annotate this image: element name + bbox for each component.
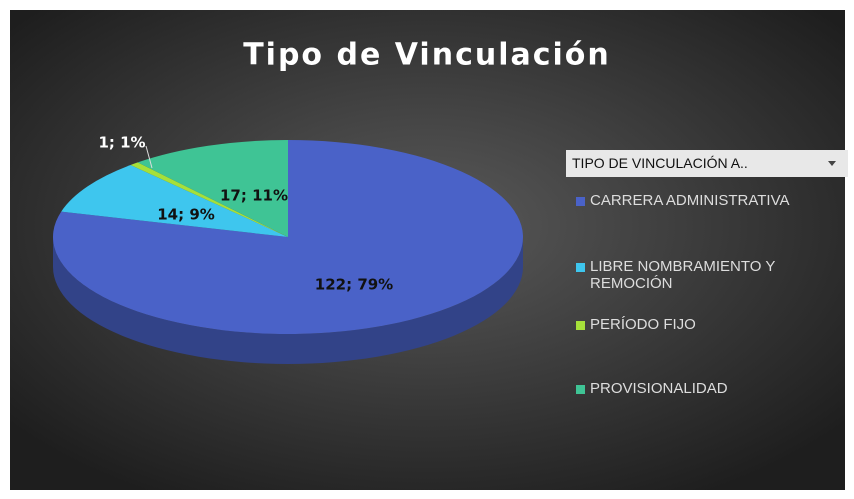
legend-swatch (576, 385, 585, 394)
slice (52, 140, 523, 334)
legend-label: CARRERA ADMINISTRATIVA (590, 192, 790, 209)
data-label: 1; 1% (98, 134, 145, 152)
dropdown-arrow (828, 161, 836, 166)
slice (130, 162, 288, 237)
data-label: 122; 79% (315, 276, 393, 294)
legend: TIPO DE VINCULACIÓN A.. CARRERA ADMINIST… (566, 150, 848, 397)
legend-item: PERÍODO FIJO (576, 316, 844, 333)
legend-swatch (576, 321, 585, 330)
legend-label: LIBRE NOMBRAMIENTO Y REMOCIÓN (590, 258, 776, 292)
chart-title: Tipo de Vinculación (243, 38, 611, 73)
slice (137, 140, 288, 237)
leader-line (145, 145, 153, 169)
legend-label: PERÍODO FIJO (590, 316, 696, 333)
legend-item: PROVISIONALIDAD (576, 380, 844, 397)
legend-swatch (576, 263, 585, 272)
legend-item: CARRERA ADMINISTRATIVA (576, 192, 844, 209)
slice (61, 165, 288, 237)
legend-item: LIBRE NOMBRAMIENTO Y REMOCIÓN (576, 258, 844, 292)
legend-label: PROVISIONALIDAD (590, 380, 728, 397)
data-label: 14; 9% (157, 206, 215, 224)
legend-swatch (576, 197, 585, 206)
pie: 122; 79% 14; 9% 1; 1% 17; 11% (52, 134, 523, 364)
slice-side (53, 237, 523, 364)
legend-filter-text: TIPO DE VINCULACIÓN A.. (572, 155, 748, 171)
legend-filter[interactable]: TIPO DE VINCULACIÓN A.. (566, 150, 848, 177)
data-label: 17; 11% (220, 187, 288, 205)
